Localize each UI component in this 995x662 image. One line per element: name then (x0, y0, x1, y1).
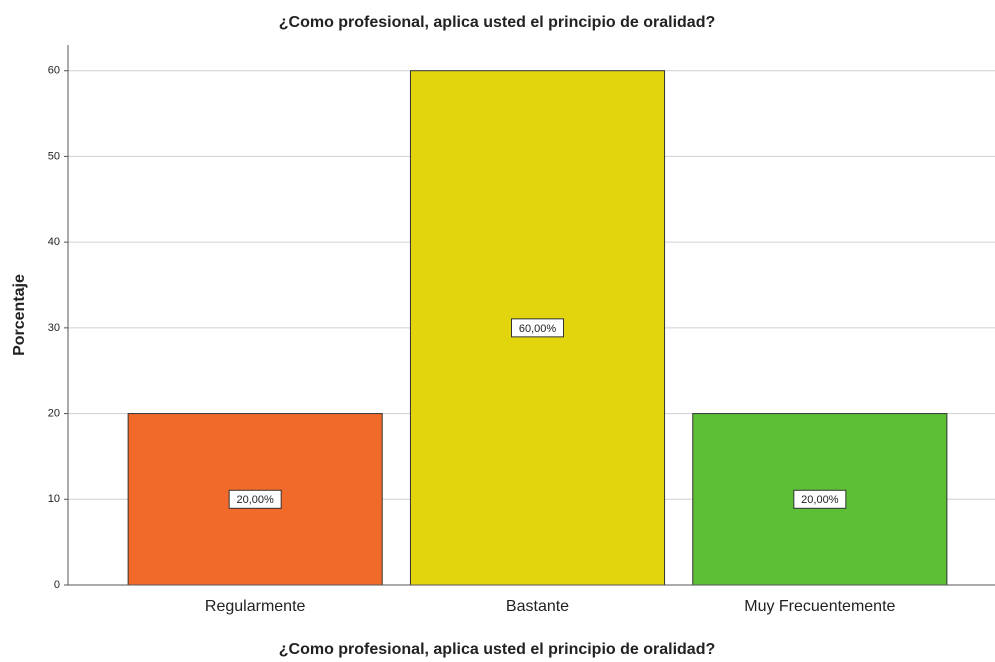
value-label: 20,00% (801, 494, 839, 506)
y-tick-label: 20 (48, 407, 60, 419)
x-tick-label: Regularmente (205, 598, 306, 615)
y-tick-label: 10 (48, 493, 60, 505)
value-label-box (228, 489, 282, 509)
y-tick-label: 0 (54, 579, 60, 591)
value-label-box (793, 489, 847, 509)
value-label: 20,00% (237, 494, 275, 506)
chart-title: ¿Como profesional, aplica usted el princ… (279, 14, 716, 31)
value-label: 60,00% (519, 323, 557, 335)
y-tick-label: 40 (48, 236, 60, 248)
y-tick-label: 50 (48, 150, 60, 162)
x-axis-label: ¿Como profesional, aplica usted el princ… (279, 641, 716, 658)
y-tick-label: 60 (48, 65, 60, 77)
x-tick-label: Bastante (506, 598, 569, 615)
x-tick-label: Muy Frecuentemente (744, 598, 895, 615)
y-axis-label: Porcentaje (11, 274, 28, 356)
y-tick-label: 30 (48, 322, 60, 334)
value-label-box (511, 318, 564, 338)
